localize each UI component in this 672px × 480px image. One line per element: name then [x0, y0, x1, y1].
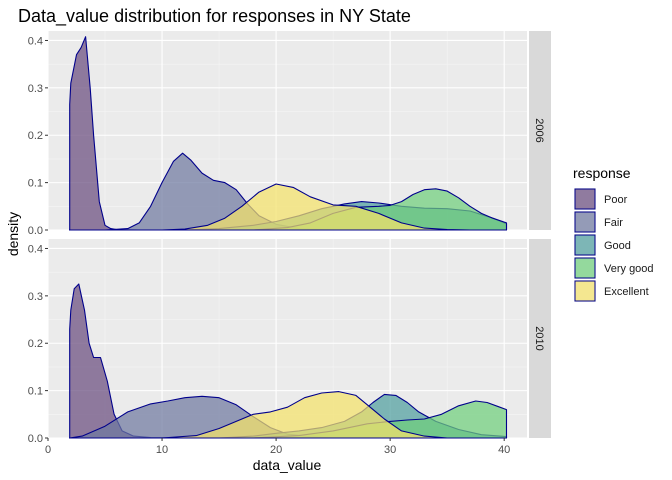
- x-tick-label: 40: [498, 444, 510, 456]
- y-tick-label: 0.3: [28, 83, 43, 95]
- density-area-excellent: [69, 391, 508, 439]
- legend: response Poor Fair Good Very good Excellent: [573, 165, 654, 302]
- y-tick-label: 0.1: [28, 178, 43, 190]
- y-axis-label: density: [5, 212, 21, 256]
- legend-label: Excellent: [604, 286, 649, 298]
- y-tick-label: 0.4: [28, 243, 43, 255]
- x-tick-label: 10: [156, 444, 168, 456]
- y-tick-label: 0.2: [28, 130, 43, 142]
- panel-2006: 0.0 0.1 0.2 0.3 0.4 2006: [28, 31, 551, 237]
- x-tick-label: 0: [45, 444, 51, 456]
- chart-title: Data_value distribution for responses in…: [18, 6, 411, 27]
- facet-strip: [529, 31, 551, 230]
- x-axis-label: data_value: [253, 457, 322, 473]
- facet-label: 2010: [533, 326, 545, 350]
- facet-label: 2006: [533, 118, 545, 142]
- legend-swatch-good: [574, 234, 596, 256]
- legend-swatch-fair: [574, 211, 596, 233]
- x-tick-label: 20: [270, 444, 282, 456]
- y-tick-label: 0.2: [28, 338, 43, 350]
- panel-2010: 0.0 0.1 0.2 0.3 0.4 2010: [28, 239, 551, 445]
- legend-title: response: [573, 165, 631, 181]
- legend-label: Very good: [604, 263, 654, 275]
- legend-label: Fair: [604, 217, 623, 229]
- legend-swatch-excellent: [574, 280, 596, 302]
- legend-label: Good: [604, 240, 631, 252]
- x-tick-label: 30: [384, 444, 396, 456]
- y-tick-label: 0.0: [28, 225, 43, 237]
- y-tick-label: 0.1: [28, 386, 43, 398]
- facet-strip: [529, 239, 551, 438]
- legend-swatch-very-good: [574, 257, 596, 279]
- y-tick-label: 0.3: [28, 291, 43, 303]
- legend-swatch-poor: [574, 188, 596, 210]
- facet-panels: 0.0 0.1 0.2 0.3 0.4 2006 0.0 0.1 0.2 0.3 0.4 2010: [28, 31, 551, 445]
- x-axis: 0 10 20 30 40: [45, 438, 510, 456]
- density-area-excellent: [69, 183, 508, 231]
- y-tick-label: 0.0: [28, 433, 43, 445]
- legend-label: Poor: [604, 194, 628, 206]
- y-tick-label: 0.4: [28, 35, 43, 47]
